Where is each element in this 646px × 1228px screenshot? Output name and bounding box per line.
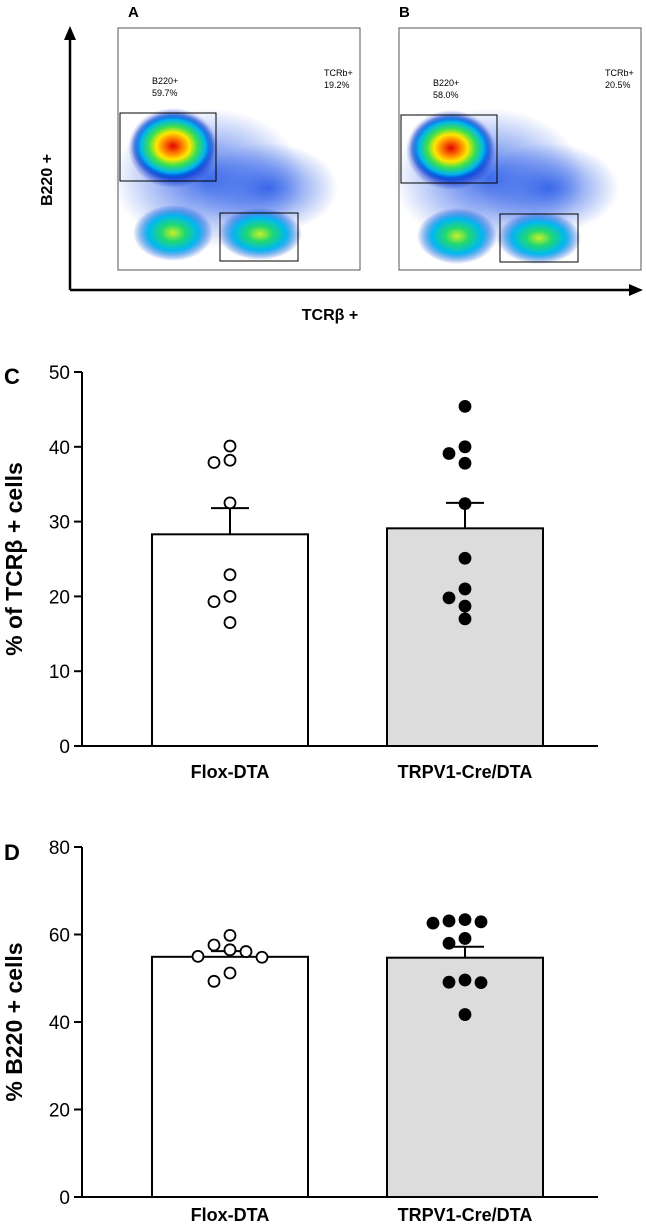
gate-b220-label: B220+ [433,78,459,88]
data-point [223,496,237,510]
category-label: TRPV1-Cre/DTA [398,762,533,782]
bar-flox-dta [151,955,309,1198]
data-point [458,913,472,927]
data-point [207,938,221,952]
data-point [223,568,237,582]
data-point [458,497,472,511]
category-label: Flox-DTA [191,1205,270,1223]
y-tick-label: 60 [49,926,70,947]
data-point [442,447,456,460]
y-tick-label: 80 [49,838,70,859]
data-point [458,456,472,470]
gate-tcrb [219,212,299,262]
bar-flox-dta [151,533,309,747]
data-point [207,974,221,988]
y-tick-label: 40 [49,438,70,459]
gate-b220 [400,114,498,184]
flow-cytometry-panel: B220 + TCRβ + B220+ 59.7% TCRb+ 19.2% A [0,0,646,330]
y-tick-label: 10 [49,662,70,683]
y-tick-label: 30 [49,513,70,534]
y-tick-label: 20 [49,587,70,608]
gate-tcrb [499,213,579,263]
data-point [442,591,456,605]
data-point [442,914,456,928]
data-point [458,440,472,454]
data-point [207,456,221,469]
data-point [223,589,237,603]
y-tick-label: 50 [49,363,70,384]
gate-b220-value: 59.7% [152,88,178,98]
flow-y-arrowhead [64,26,76,40]
data-point [207,595,221,609]
flow-plot-a: B220+ 59.7% TCRb+ 19.2% [113,27,361,271]
flow-y-axis-label: B220 + [39,154,56,206]
flow-cytometry-svg: B220 + TCRβ + B220+ 59.7% TCRb+ 19.2% A [39,4,643,324]
gate-tcrb-label: TCRb+ [605,68,634,78]
flow-x-axis-label: TCRβ + [302,307,358,324]
chart-d-panel: D % B220 + cells 0 20 40 60 80 Flox-DTA TRPV1-Cr… [0,820,646,1225]
data-point [223,616,237,629]
y-tick-label: 40 [49,1013,70,1034]
gate-b220 [119,112,217,182]
panel-letter: C [4,364,20,389]
data-point [191,949,205,963]
flow-x-arrowhead [629,284,643,296]
gate-tcrb-value: 19.2% [324,80,350,90]
data-point [223,928,237,942]
panel-letter: D [4,840,20,865]
y-axis-label: % of TCRβ + cells [1,462,27,656]
gate-tcrb-label: TCRb+ [324,68,353,78]
chart-d-svg: D % B220 + cells 0 20 40 60 80 Flox-DTA TRPV1-Cr… [1,838,598,1225]
chart-c-panel: C % of TCRβ + cells 0 10 20 30 40 50 Flox-DTA TRP… [0,340,646,790]
data-point [255,950,269,964]
data-point [458,973,472,987]
flow-plot-b-letter: B [399,4,410,21]
flow-plot-a-letter: A [128,4,139,21]
bar-trpv1-cre-dta [386,956,544,1198]
data-point [474,976,488,990]
flow-plot-b: B220+ 58.0% TCRb+ 20.5% [394,27,642,271]
data-point [458,400,472,413]
data-point [458,551,472,565]
data-point [426,916,440,930]
data-point [223,943,237,957]
chart-c-svg: C % of TCRβ + cells 0 10 20 30 40 50 Flox-DTA TRP… [1,363,598,782]
y-tick-label: 20 [49,1101,70,1122]
gate-b220-value: 58.0% [433,90,459,100]
data-point [458,582,472,596]
data-point [223,453,237,467]
data-point [223,439,237,453]
data-point [458,612,472,626]
data-point [239,945,253,958]
category-label: Flox-DTA [191,762,270,782]
data-point [458,599,472,613]
flow-density-cloud [113,108,338,261]
category-label: TRPV1-Cre/DTA [398,1205,533,1223]
gate-b220-label: B220+ [152,76,178,86]
data-point [442,936,456,950]
data-point [458,1008,472,1021]
y-tick-label: 0 [59,737,70,758]
y-axis-label: % B220 + cells [1,942,27,1101]
flow-density-cloud [394,108,619,264]
data-point [458,932,472,945]
data-point [223,966,237,980]
gate-tcrb-value: 20.5% [605,80,631,90]
data-point [474,915,488,929]
y-tick-label: 0 [59,1188,70,1209]
data-point [442,975,456,989]
